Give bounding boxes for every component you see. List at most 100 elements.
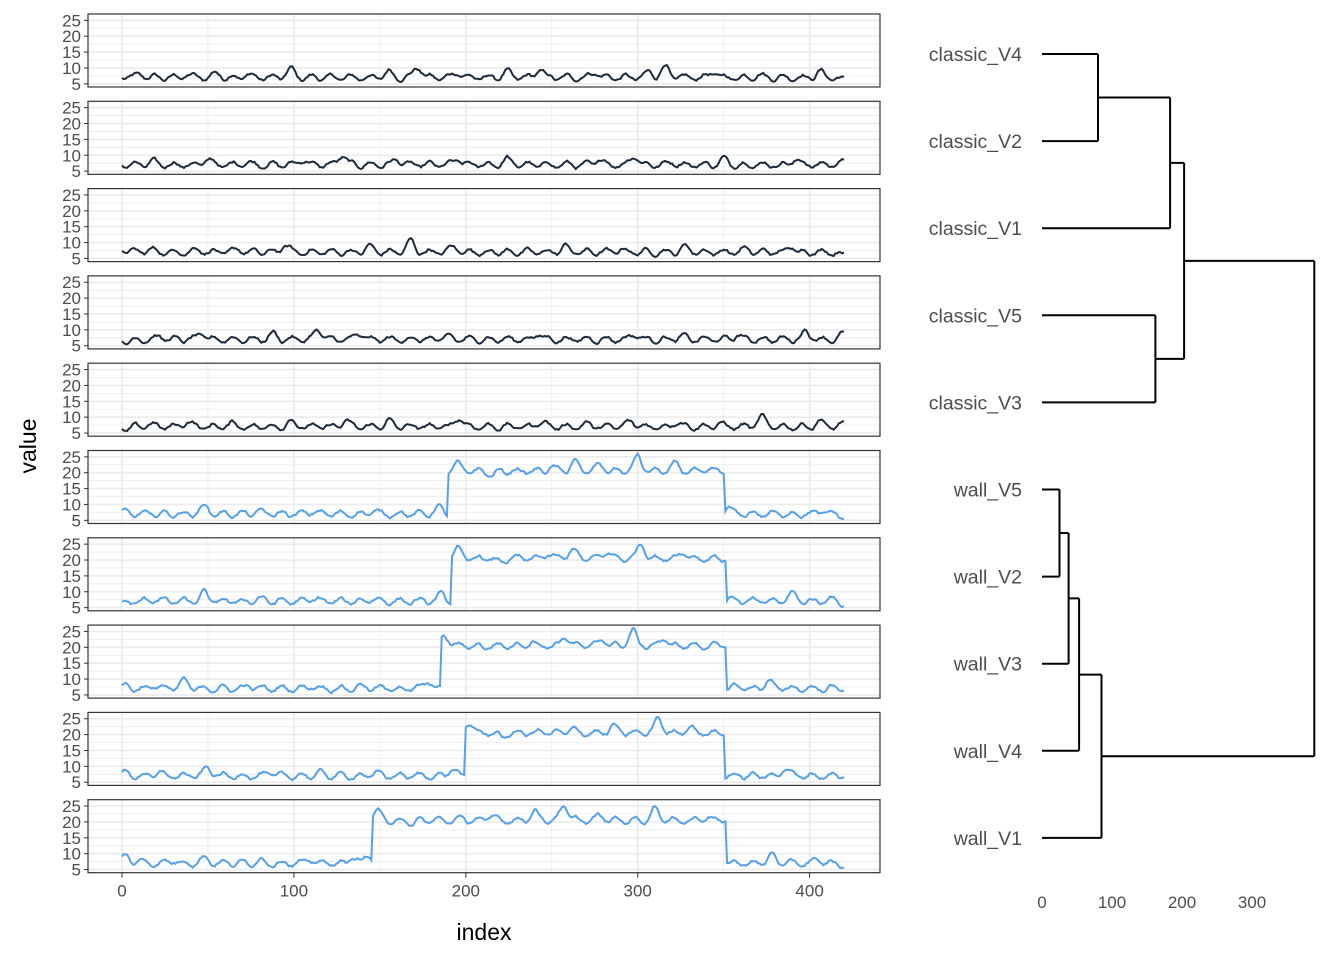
x-tick-label: 0 [117,882,126,901]
y-tick-label: 10 [62,757,81,776]
y-tick-label: 10 [62,146,81,165]
y-tick-label: 20 [62,289,81,308]
x-tick-label: 300 [624,882,652,901]
dendro-x-tick-label: 100 [1098,893,1126,912]
y-tick-label: 10 [62,583,81,602]
y-tick-label: 5 [72,773,81,792]
y-tick-label: 10 [62,495,81,514]
y-tick-label: 5 [72,337,81,356]
y-tick-label: 20 [62,27,81,46]
panel-border [87,100,881,175]
series-line-wall_V5 [121,451,845,521]
leaf-label-classic_V2: classic_V2 [929,131,1022,153]
series-line-wall_V4 [121,716,845,782]
series-line-wall_V2 [121,543,845,609]
y-tick-label: 25 [62,273,81,292]
series-line-classic_V1 [121,236,845,258]
y-tick-label: 20 [62,726,81,745]
y-tick-label: 5 [72,249,81,268]
y-tick-label: 10 [62,845,81,864]
y-tick-label: 15 [62,130,81,149]
y-tick-label: 25 [62,710,81,729]
y-tick-label: 20 [62,638,81,657]
leaf-label-wall_V1: wall_V1 [953,828,1022,850]
leaf-label-classic_V4: classic_V4 [929,44,1022,66]
leaf-label-wall_V5: wall_V5 [953,480,1022,502]
y-tick-label: 25 [62,448,81,467]
y-tick-label: 5 [72,75,81,94]
y-tick-label: 25 [62,361,81,380]
y-tick-label: 25 [62,99,81,118]
leaf-label-classic_V5: classic_V5 [929,305,1022,327]
y-tick-label: 5 [72,599,81,618]
y-tick-label: 15 [62,829,81,848]
dendrogram: classic_V4 classic_V2 classic_V1 classic_V5… [929,44,1316,912]
series-line-classic_V2 [121,154,845,171]
y-tick-label: 15 [62,480,81,499]
leaf-label-classic_V1: classic_V1 [929,218,1022,240]
y-tick-label: 10 [62,670,81,689]
panel-border [87,13,881,88]
y-tick-label: 25 [62,622,81,641]
leaf-label-wall_V4: wall_V4 [953,741,1022,763]
panel-border [87,799,881,874]
dendro-x-tick-label: 300 [1238,893,1266,912]
y-tick-label: 10 [62,59,81,78]
y-tick-label: 5 [72,686,81,705]
y-tick-label: 10 [62,408,81,427]
dendro-x-tick-label: 0 [1037,893,1046,912]
series-line-wall_V1 [121,805,845,870]
y-tick-label: 15 [62,567,81,586]
panel-border [87,449,881,525]
y-tick-label: 5 [72,424,81,443]
x-tick-label: 400 [795,882,823,901]
y-tick-label: 15 [62,43,81,62]
leaf-label-classic_V3: classic_V3 [929,392,1022,414]
y-tick-label: 10 [62,321,81,340]
y-tick-label: 20 [62,464,81,483]
y-tick-label: 20 [62,202,81,221]
y-tick-label: 15 [62,305,81,324]
series-line-classic_V3 [121,413,845,432]
y-tick-label: 25 [62,11,81,30]
panel-border [87,362,881,437]
y-tick-label: 5 [72,162,81,181]
x-tick-label: 200 [452,882,480,901]
x-tick-label: 100 [280,882,308,901]
panel-border [87,624,881,699]
line-panels: 5101520255101520255101520255101520255101… [62,11,881,880]
y-tick-label: 15 [62,218,81,237]
y-tick-label: 15 [62,654,81,673]
panel-border [87,275,881,350]
x-axis-title: index [457,919,512,945]
y-tick-label: 15 [62,392,81,411]
y-tick-label: 20 [62,551,81,570]
y-tick-label: 20 [62,376,81,395]
series-line-classic_V4 [121,63,845,84]
y-tick-label: 25 [62,535,81,554]
y-tick-label: 25 [62,797,81,816]
y-tick-label: 20 [62,813,81,832]
y-tick-label: 15 [62,741,81,760]
x-axis: 0 100 200 300 400 [117,872,824,901]
panel-border [87,537,881,612]
panel-border [87,711,881,787]
y-tick-label: 20 [62,115,81,134]
y-tick-label: 10 [62,234,81,253]
y-tick-label: 5 [72,861,81,880]
panel-border [87,188,881,263]
series-line-classic_V5 [121,328,845,346]
dendro-x-tick-label: 200 [1168,893,1196,912]
y-axis-title: value [15,419,41,474]
